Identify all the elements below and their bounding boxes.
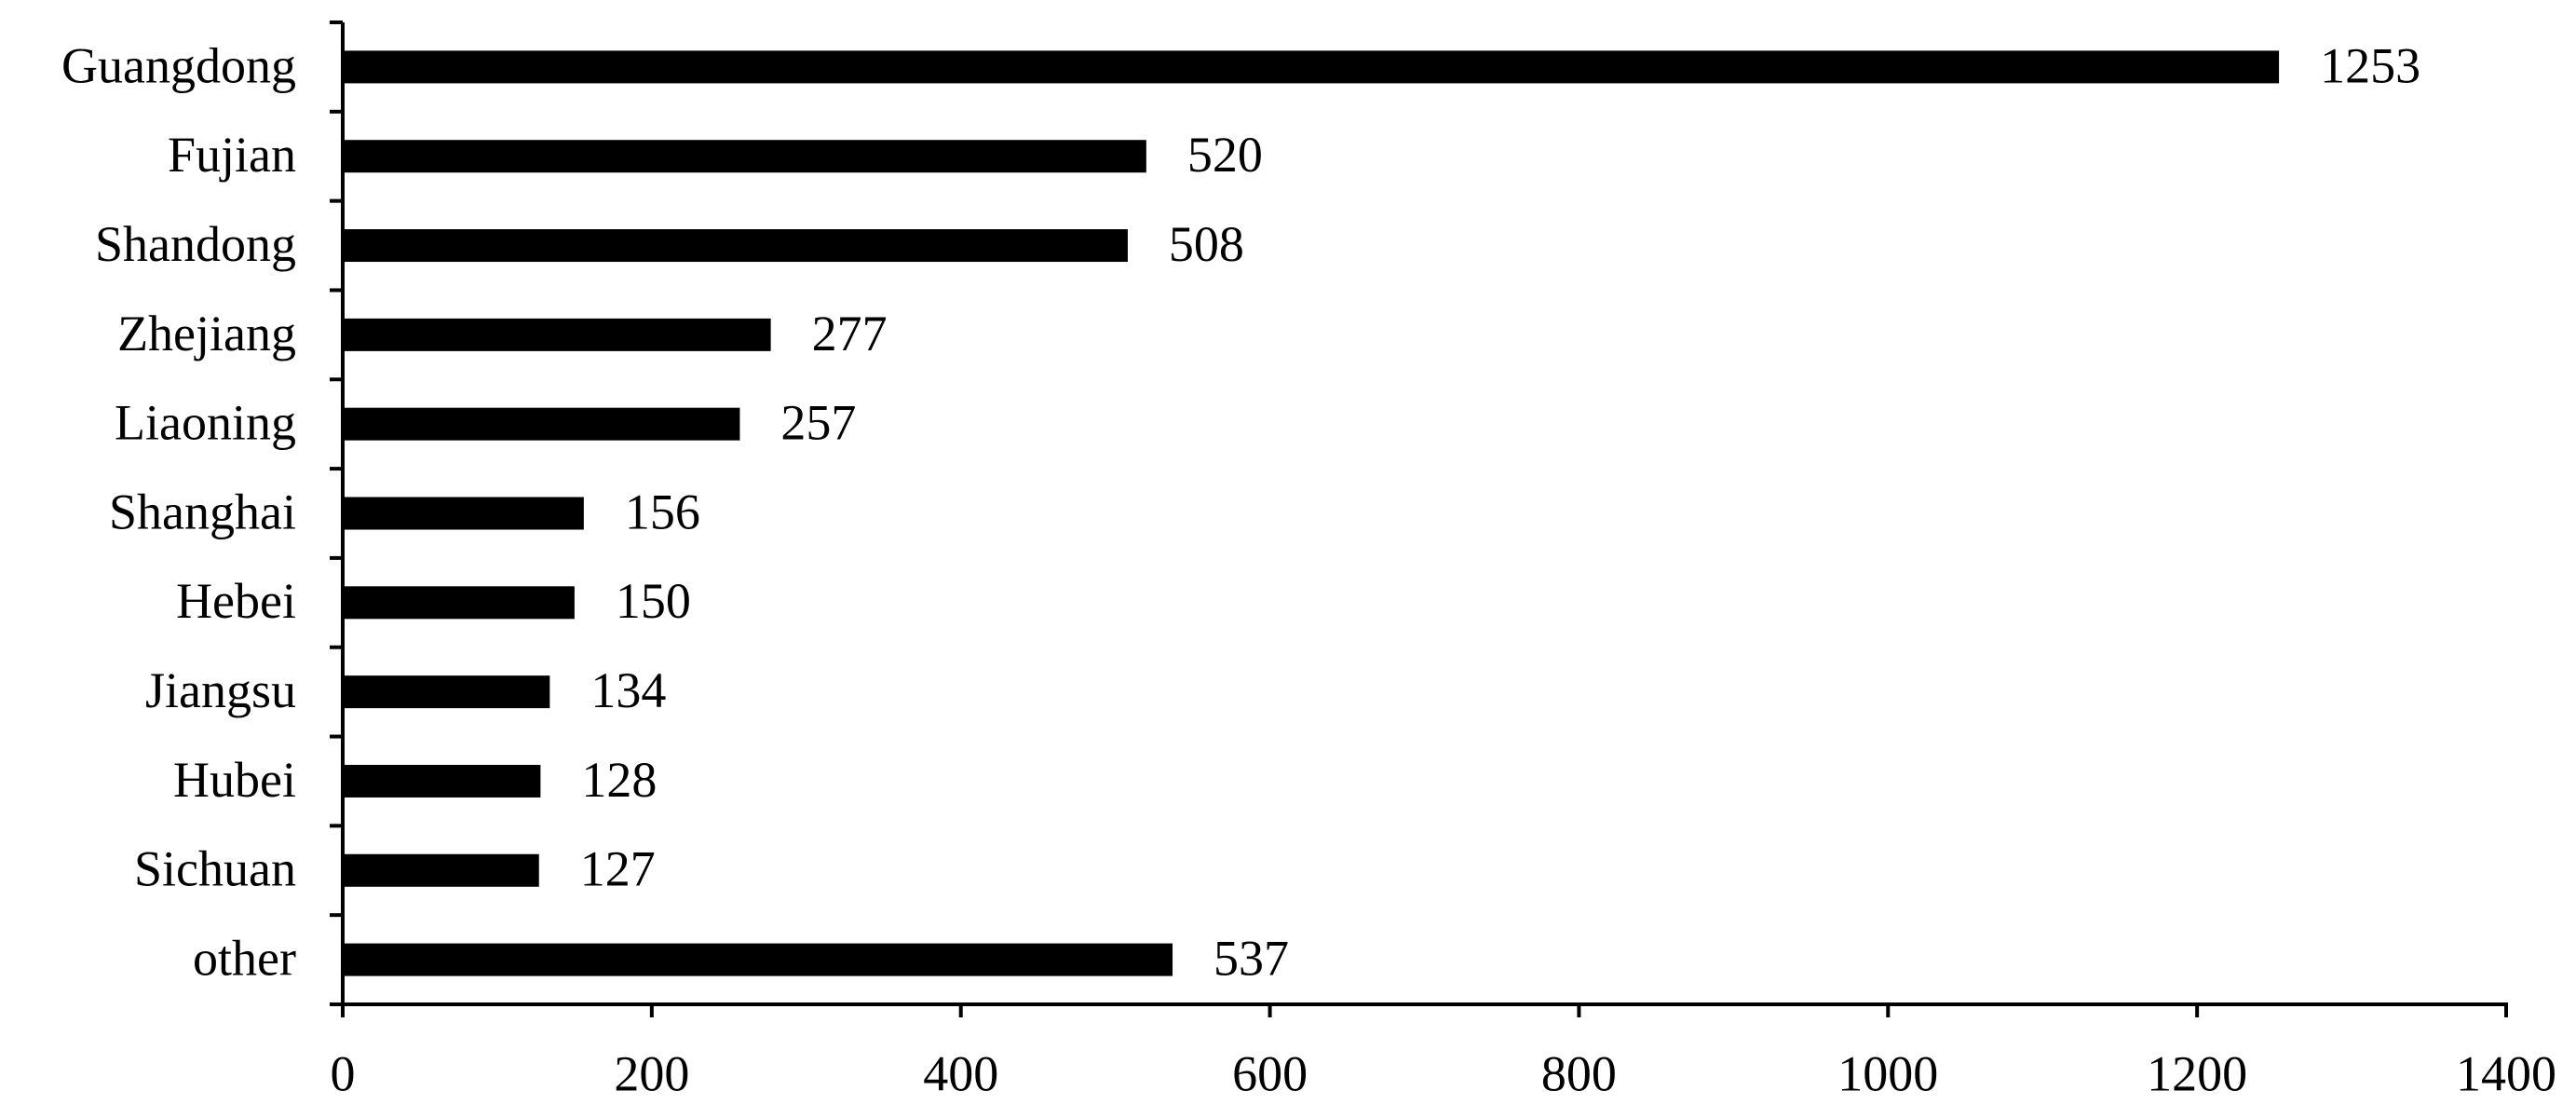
bar [343,764,541,798]
value-label: 537 [1213,930,1289,986]
bar [343,50,2280,84]
value-label: 156 [625,484,700,539]
x-tick-label: 1400 [2456,1045,2556,1101]
y-tick-label: Sichuan [134,841,296,897]
value-label: 134 [590,662,666,718]
y-tick-label: Jiangsu [145,662,296,718]
bar [343,497,584,530]
x-tick-label: 600 [1232,1045,1308,1101]
x-tick-label: 400 [923,1045,998,1101]
x-tick-label: 1200 [2147,1045,2247,1101]
x-tick-label: 800 [1541,1045,1617,1101]
value-label: 127 [580,841,656,897]
y-tick-label: Hebei [176,573,296,629]
y-tick-label: Fujian [168,127,296,183]
bar [343,675,550,709]
y-tick-label: Shanghai [109,484,296,539]
value-label: 508 [1169,216,1244,272]
y-tick-label: Hubei [173,752,296,808]
value-label: 257 [780,395,856,451]
x-tick-label: 0 [331,1045,356,1101]
bar [343,318,771,351]
value-label: 1253 [2320,37,2420,93]
y-tick-label: Guangdong [61,37,296,93]
bar [343,586,575,620]
y-tick-label: other [193,930,296,986]
x-tick-label: 200 [614,1045,689,1101]
value-label: 128 [581,752,657,808]
value-label: 277 [812,306,888,361]
value-label: 150 [616,573,691,629]
bar [343,140,1146,173]
y-tick-label: Liaoning [115,395,296,451]
y-tick-label: Shandong [95,216,296,272]
value-label: 520 [1187,127,1263,183]
bar [343,407,740,441]
bar [343,229,1128,263]
bar [343,943,1173,976]
bar [343,853,539,887]
y-tick-label: Zhejiang [117,306,296,361]
x-tick-label: 1000 [1837,1045,1938,1101]
